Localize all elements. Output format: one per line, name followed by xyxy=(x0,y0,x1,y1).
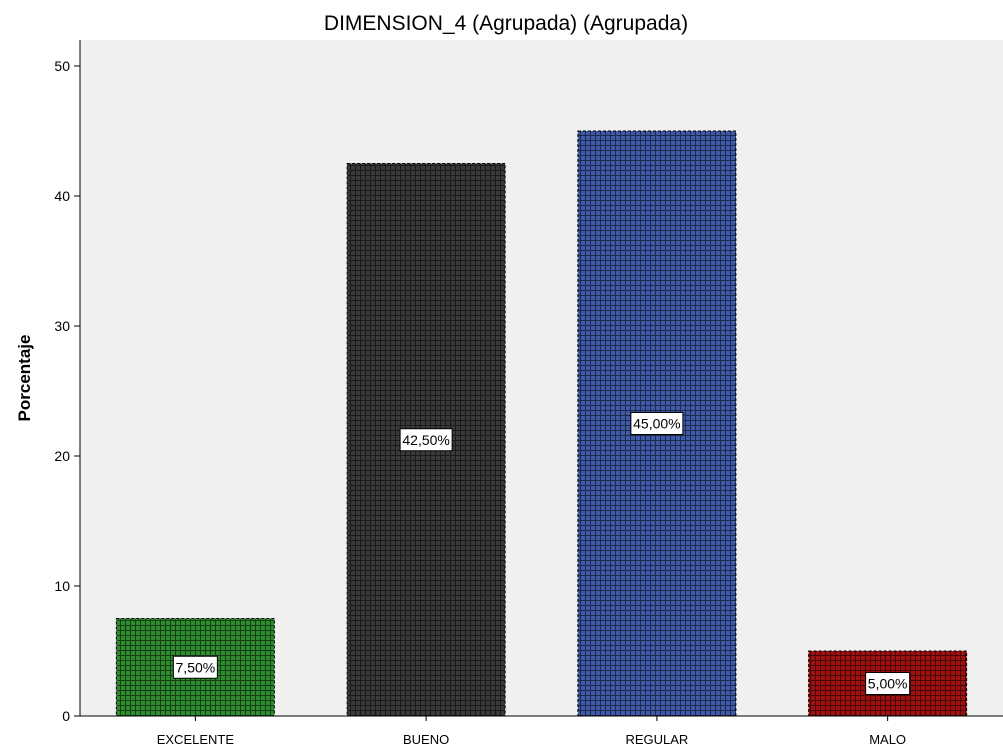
bar-malo xyxy=(808,650,968,717)
y-axis-label: Porcentaje xyxy=(15,335,34,422)
data-label-box xyxy=(630,412,684,435)
bars-group: 7,50% 42,50% 45,00% 5,00% xyxy=(115,130,968,717)
y-tick-label: 20 xyxy=(54,448,70,464)
x-tick-label: BUENO xyxy=(403,732,449,747)
y-tick-label: 50 xyxy=(54,58,70,74)
y-tick-label: 40 xyxy=(54,188,70,204)
data-label: 45,00% xyxy=(633,416,680,432)
data-label-box xyxy=(399,428,453,452)
data-label: 42,50% xyxy=(402,432,449,448)
y-axis-ticks: 0 10 20 30 40 50 xyxy=(54,58,80,724)
x-axis-ticks: EXCELENTE BUENO REGULAR MALO xyxy=(157,716,906,747)
data-label: 7,50% xyxy=(176,659,216,675)
plot-area xyxy=(80,40,1003,716)
y-tick-label: 30 xyxy=(54,318,70,334)
data-label: 5,00% xyxy=(868,676,908,692)
data-label-box xyxy=(865,672,911,695)
x-tick-label: EXCELENTE xyxy=(157,732,235,747)
chart-title: DIMENSION_4 (Agrupada) (Agrupada) xyxy=(324,12,688,35)
y-tick-label: 0 xyxy=(62,708,70,724)
x-tick-label: MALO xyxy=(869,732,906,747)
x-tick-label: REGULAR xyxy=(625,732,688,747)
y-tick-label: 10 xyxy=(54,578,70,594)
data-label-box xyxy=(172,655,218,679)
